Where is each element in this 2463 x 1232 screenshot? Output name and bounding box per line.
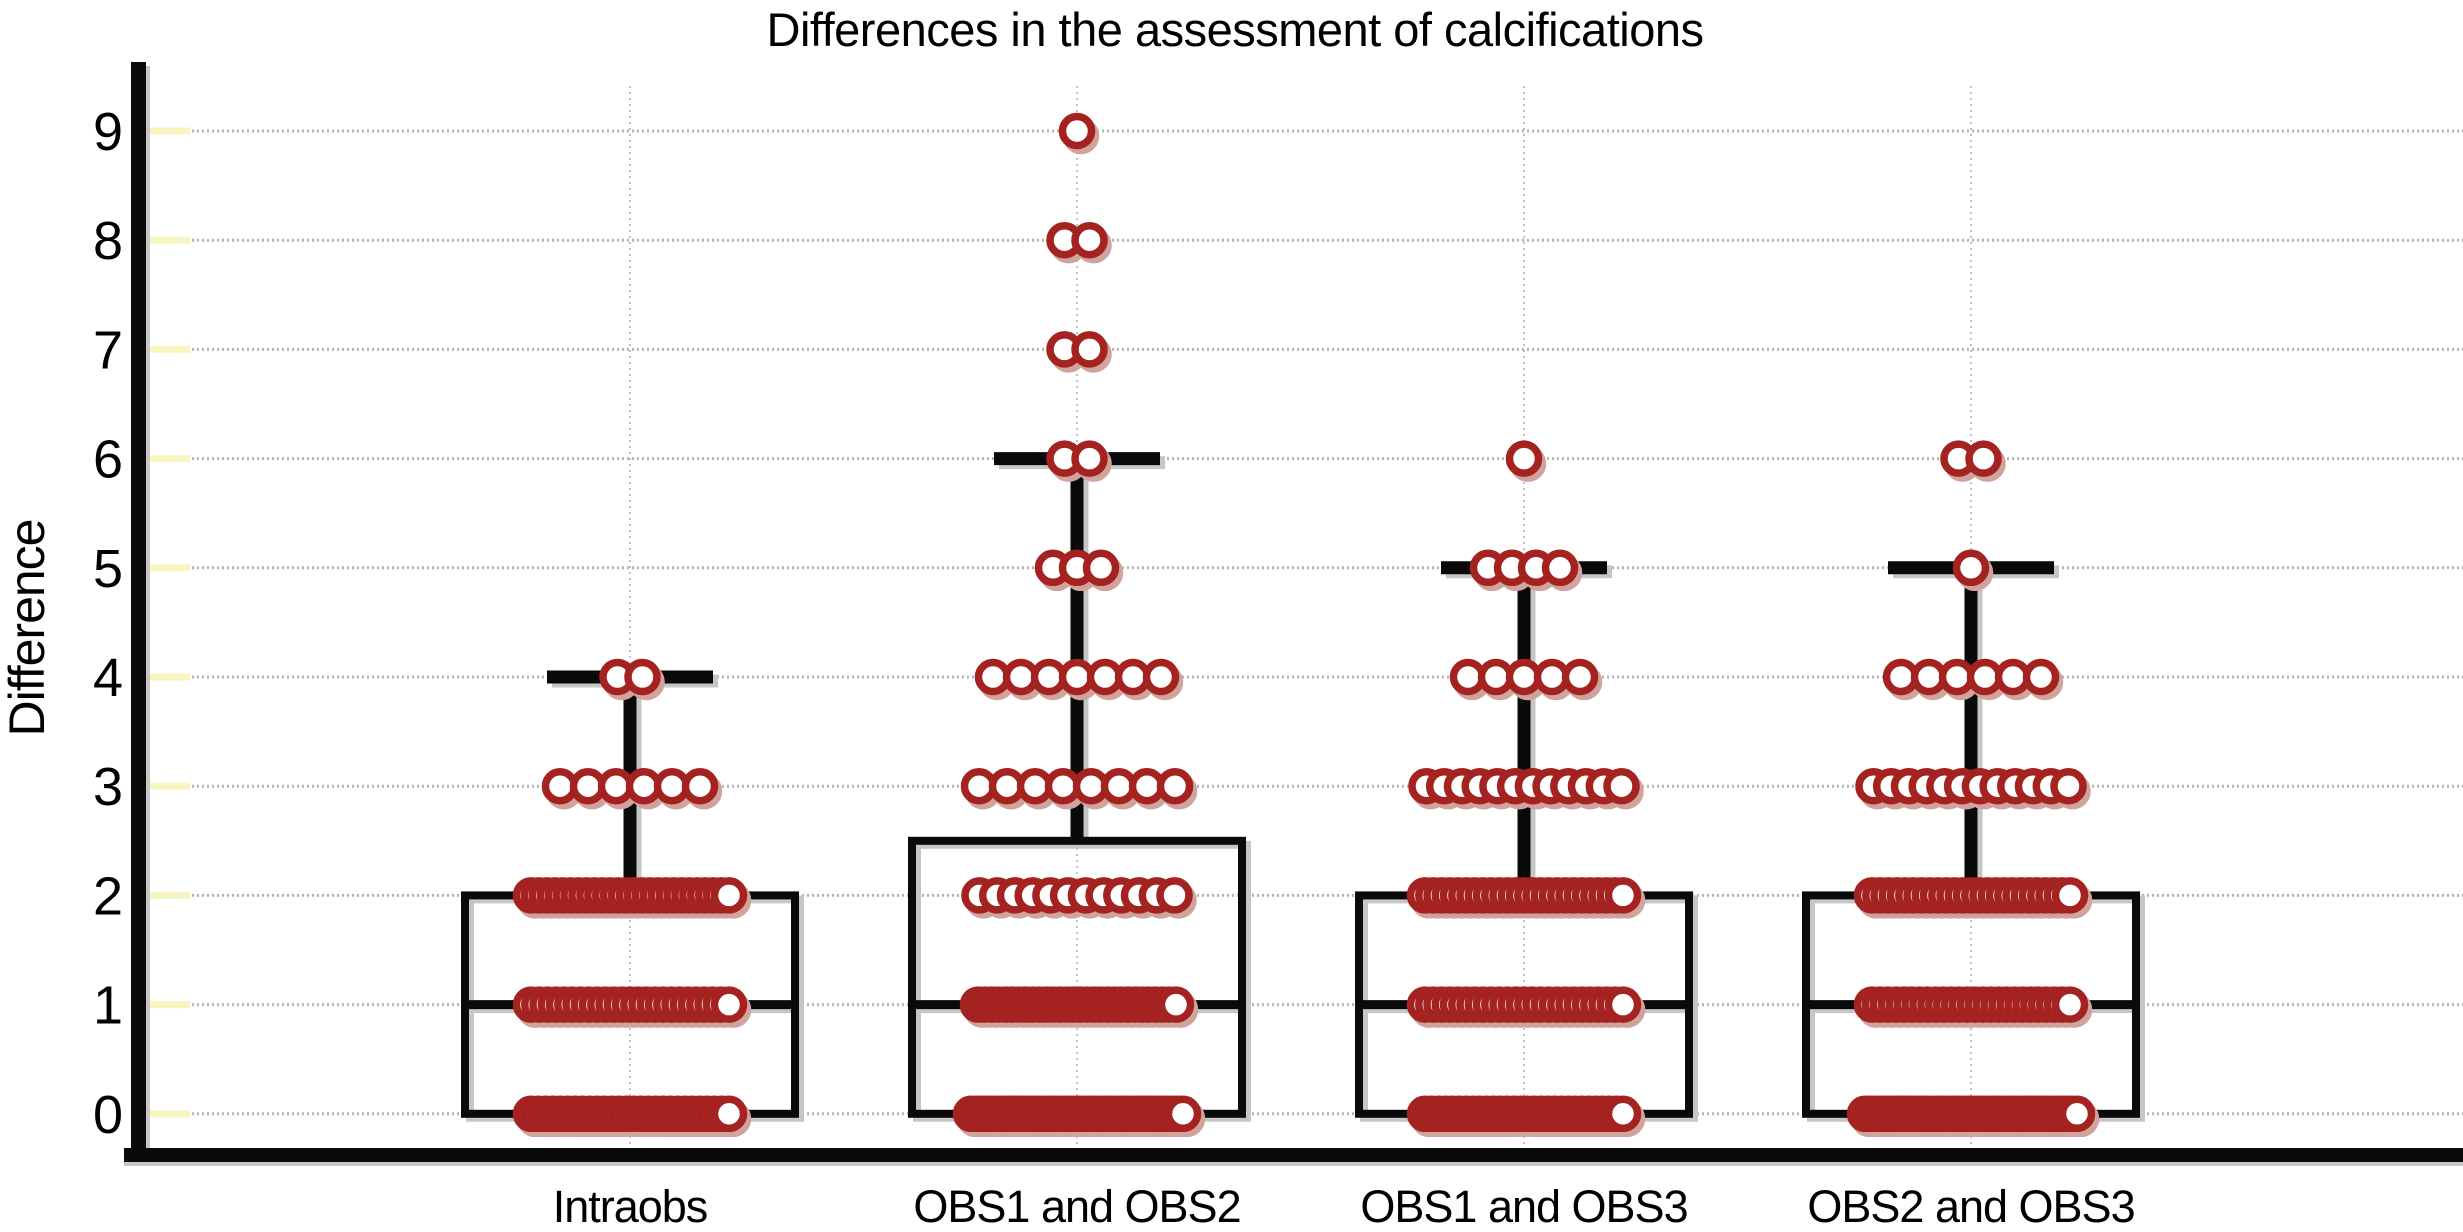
points-group-1 (952, 112, 1206, 1138)
data-point (1142, 658, 1180, 696)
y-tick-mark (146, 891, 190, 899)
y-tick-mark (146, 236, 190, 244)
x-axis-shadow (124, 1160, 2463, 1166)
data-point (1071, 331, 1108, 368)
box-group-2 (1355, 561, 1693, 1118)
data-point (681, 767, 719, 805)
y-tick-label: 6 (93, 430, 122, 490)
y-tick-label: 9 (93, 102, 122, 162)
y-tick-label: 4 (93, 648, 122, 708)
data-point (1156, 767, 1194, 805)
y-tick-mark (146, 673, 190, 681)
y-tick-label: 7 (93, 320, 122, 380)
data-point (2051, 877, 2089, 914)
data-point (710, 986, 748, 1023)
points-group-0 (512, 658, 752, 1138)
data-point (1604, 877, 1642, 914)
y-tick-label: 8 (93, 211, 122, 271)
data-point (1541, 549, 1579, 587)
data-point (1071, 221, 1108, 259)
x-category-label: OBS1 and OBS3 (1360, 1181, 1687, 1232)
y-tick-mark (146, 782, 190, 790)
y-tick-mark (146, 127, 190, 135)
data-point (2051, 986, 2089, 1023)
y-axis-shadow (145, 66, 150, 1162)
data-point (1164, 1095, 1202, 1133)
data-point (1952, 549, 1990, 587)
y-tick-mark (146, 564, 190, 572)
x-axis-line (124, 1148, 2463, 1162)
box-group-3 (1802, 561, 2140, 1118)
data-point (1505, 440, 1543, 477)
data-point (1603, 767, 1640, 805)
data-point (1156, 877, 1193, 914)
y-tick-mark (146, 1001, 190, 1009)
x-category-label: Intraobs (553, 1181, 708, 1232)
chart-title: Differences in the assessment of calcifi… (766, 3, 1704, 56)
data-point (624, 658, 661, 696)
data-point (1965, 440, 2002, 477)
data-point (2050, 767, 2087, 805)
data-point (1082, 549, 1120, 587)
data-point (1058, 112, 1096, 150)
y-tick-label: 1 (93, 976, 122, 1036)
y-axis-line (131, 62, 146, 1150)
y-tick-mark (146, 455, 190, 463)
y-tick-mark (146, 1110, 190, 1118)
data-point (1604, 1095, 1642, 1133)
y-tick-label: 2 (93, 866, 122, 926)
data-point (710, 877, 748, 914)
y-tick-mark (146, 345, 190, 353)
data-point (710, 1095, 748, 1133)
data-point (2058, 1095, 2096, 1133)
y-axis-title: Difference (0, 520, 55, 737)
data-point (2022, 658, 2060, 696)
x-category-label: OBS1 and OBS2 (913, 1181, 1240, 1232)
y-tick-label: 0 (93, 1085, 122, 1145)
x-category-label: OBS2 and OBS3 (1807, 1181, 2134, 1232)
data-point (1071, 440, 1108, 477)
data-point (1561, 658, 1599, 696)
points-group-2 (1406, 440, 1646, 1138)
y-tick-label: 5 (93, 539, 122, 599)
data-point (1604, 986, 1642, 1023)
points-group-3 (1846, 440, 2100, 1138)
data-point (1157, 986, 1195, 1023)
y-tick-label: 3 (93, 757, 122, 817)
